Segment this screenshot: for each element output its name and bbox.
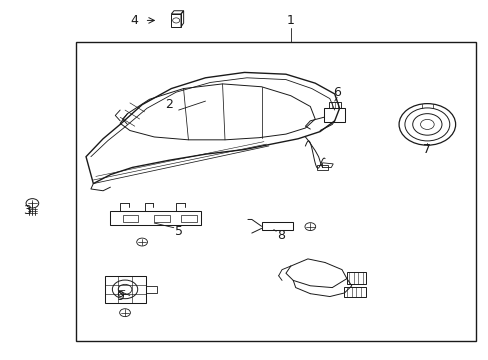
Text: 2: 2 [164, 98, 172, 111]
Bar [181, 215, 196, 222]
Bar [122, 215, 138, 222]
Text: 8: 8 [277, 229, 285, 242]
Text: 7: 7 [423, 143, 430, 156]
Text: 6: 6 [332, 86, 341, 99]
Text: 5: 5 [174, 225, 183, 238]
Bar [76, 42, 475, 341]
Bar [154, 215, 169, 222]
Text: 3: 3 [23, 204, 31, 217]
Text: 9: 9 [116, 290, 124, 303]
Text: 1: 1 [286, 14, 294, 27]
Text: 4: 4 [131, 14, 139, 27]
